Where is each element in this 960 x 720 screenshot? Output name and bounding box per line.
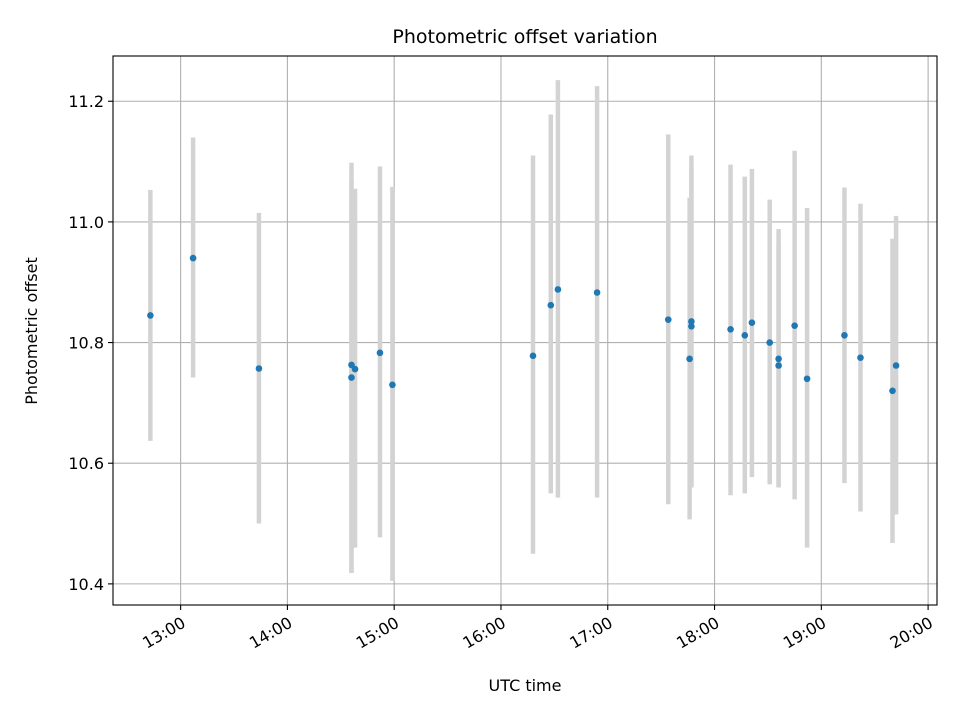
data-point — [727, 325, 734, 333]
data-point — [748, 319, 756, 326]
data-point — [775, 362, 782, 369]
data-point — [688, 322, 695, 330]
data-point — [841, 332, 848, 339]
data-point — [389, 381, 396, 389]
data-point — [686, 355, 693, 363]
data-point — [688, 318, 695, 325]
data-point — [892, 362, 900, 369]
y-tick-label: 10.8 — [68, 334, 104, 353]
y-axis-label: Photometric offset — [22, 257, 41, 405]
grid — [113, 56, 937, 605]
y-tick-label: 11.2 — [68, 92, 104, 111]
data-point — [664, 316, 672, 323]
data-points — [147, 254, 900, 395]
plot-area-frame — [112, 55, 938, 606]
data-point — [791, 322, 798, 329]
data-point — [348, 374, 355, 381]
data-point — [766, 339, 774, 346]
data-point — [741, 332, 749, 339]
y-axis-ticks: 10.4 10.6 10.8 11.0 11.2 — [68, 92, 113, 594]
data-point — [547, 301, 555, 309]
data-point — [529, 352, 537, 360]
data-point — [351, 365, 359, 373]
y-tick-label: 11.0 — [68, 213, 104, 232]
chart-title: Photometric offset variation — [392, 26, 657, 48]
y-tick-label: 10.4 — [68, 575, 104, 594]
data-point — [189, 254, 197, 262]
data-point — [803, 375, 811, 383]
data-point — [376, 349, 384, 357]
y-tick-label: 10.6 — [68, 454, 104, 473]
data-point — [554, 286, 562, 293]
data-point — [255, 365, 263, 372]
data-point — [775, 355, 782, 363]
data-point — [857, 354, 864, 361]
x-axis-label: UTC time — [489, 676, 562, 695]
data-point — [593, 289, 601, 296]
data-point — [147, 312, 154, 319]
data-point — [889, 387, 896, 395]
